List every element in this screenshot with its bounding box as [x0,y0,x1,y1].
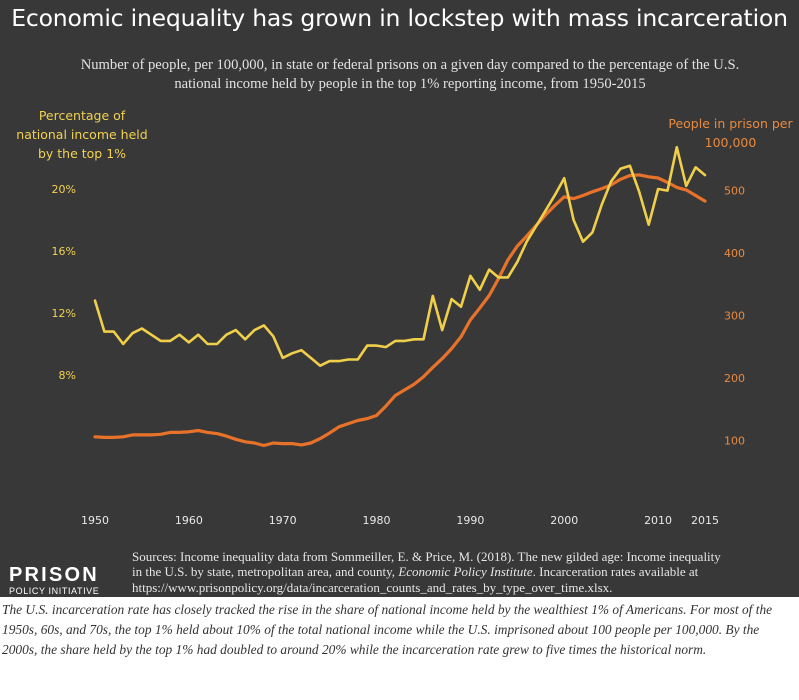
prison-rate-series-line [93,173,707,448]
left-y-axis-ticks: 8% 12% 16% 20% [52,183,76,382]
x-tick-label: 2015 [691,514,719,527]
chart-plot-area: 1950 1960 1970 1980 1990 2000 2010 2015 8% 12% 16… [52,145,745,527]
figure-caption: The U.S. incarceration rate has closely … [2,602,773,657]
sources-publication: Economic Policy Institute [398,564,533,580]
left-y-tick-label: 12% [52,307,76,320]
chart-title: Economic inequality has grown in lockste… [11,4,788,32]
x-tick-label: 1990 [456,514,484,527]
series-lines [93,145,707,448]
x-axis-ticks: 1950 1960 1970 1980 1990 2000 2010 2015 [81,514,719,527]
chart-subtitle: Number of people, per 100,000, in state … [80,57,740,92]
sources-text-1: Sources: Income inequality data from Som… [132,549,721,580]
right-y-tick-label: 400 [724,247,745,260]
income-share-series-line [93,145,707,368]
left-y-tick-label: 20% [52,183,76,196]
x-tick-label: 2010 [644,514,672,527]
left-y-tick-label: 16% [52,245,76,258]
right-y-tick-label: 500 [724,185,745,198]
prison-policy-logo: PRISON POLICY INITIATIVE [9,565,99,596]
left-axis-label: Percentage of national income held by th… [16,108,148,161]
sources-note: Sources: Income inequality data from Som… [132,549,732,595]
sources-text-2: . Incarceration rates available at https… [132,564,699,595]
right-y-tick-label: 200 [724,372,745,385]
x-tick-label: 1980 [363,514,391,527]
logo-line-2: POLICY INITIATIVE [9,586,100,596]
right-y-tick-label: 100 [724,435,745,448]
x-tick-label: 1970 [269,514,297,527]
right-y-axis-ticks: 100 200 300 400 500 [724,185,745,448]
right-y-tick-label: 300 [724,310,745,323]
left-y-tick-label: 8% [59,369,76,382]
x-tick-label: 1950 [81,514,109,527]
right-axis-label: People in prison per 100,000 [668,116,793,150]
chart-figure: Economic inequality has grown in lockste… [0,0,799,597]
x-tick-label: 1960 [175,514,203,527]
x-tick-label: 2000 [550,514,578,527]
logo-line-1: PRISON [9,564,99,586]
